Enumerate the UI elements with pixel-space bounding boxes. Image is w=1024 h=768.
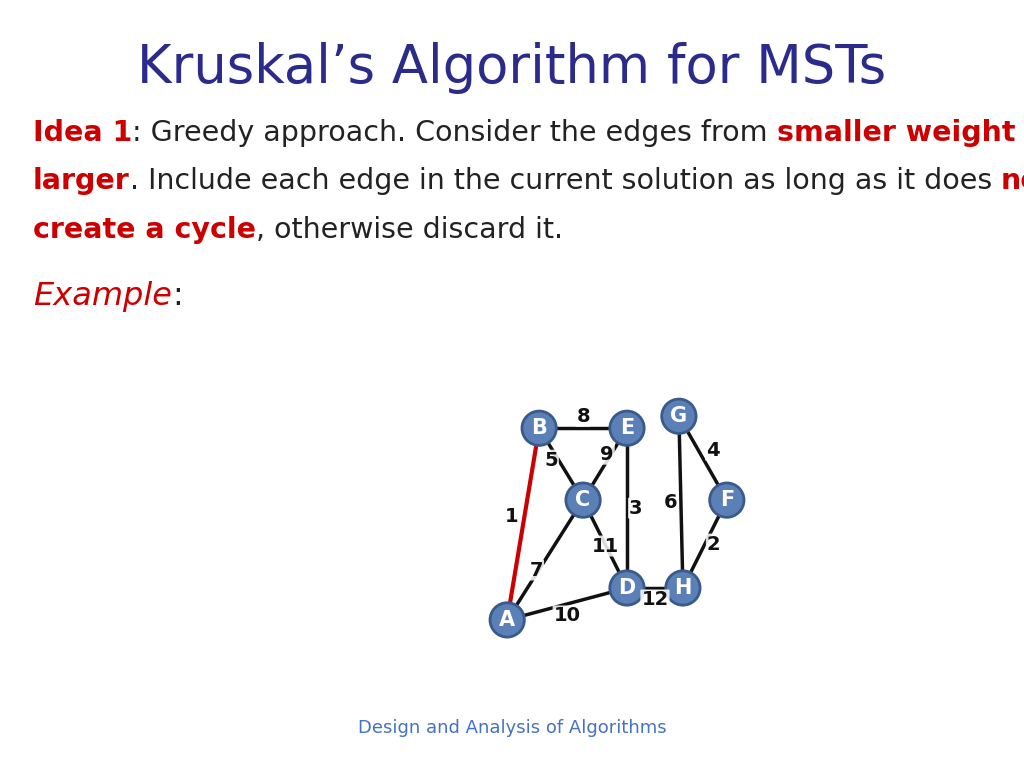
- Text: H: H: [674, 578, 691, 598]
- Text: 4: 4: [706, 441, 720, 460]
- Circle shape: [610, 411, 644, 445]
- Text: 5: 5: [545, 451, 558, 470]
- Text: not: not: [1000, 167, 1024, 195]
- Text: 10: 10: [554, 607, 581, 625]
- Text: F: F: [720, 490, 734, 510]
- Circle shape: [490, 603, 524, 637]
- Circle shape: [710, 483, 744, 518]
- Circle shape: [522, 411, 556, 445]
- Text: A: A: [499, 610, 515, 630]
- Text: D: D: [618, 578, 636, 598]
- Text: . Include each edge in the current solution as long as it does: . Include each edge in the current solut…: [129, 167, 1000, 195]
- Text: 11: 11: [592, 537, 618, 555]
- Text: C: C: [575, 490, 591, 510]
- Text: larger: larger: [33, 167, 129, 195]
- Circle shape: [666, 571, 700, 605]
- Text: 12: 12: [641, 591, 669, 610]
- Text: :: :: [172, 281, 182, 312]
- Text: B: B: [531, 419, 547, 439]
- Text: 6: 6: [665, 492, 678, 511]
- Text: E: E: [620, 419, 634, 439]
- Circle shape: [662, 399, 696, 433]
- Text: 1: 1: [505, 507, 518, 525]
- Text: Kruskal’s Algorithm for MSTs: Kruskal’s Algorithm for MSTs: [137, 42, 887, 94]
- Text: 8: 8: [577, 407, 590, 425]
- Circle shape: [566, 483, 600, 518]
- Circle shape: [610, 571, 644, 605]
- Text: 3: 3: [629, 498, 642, 518]
- Text: create a cycle: create a cycle: [33, 216, 256, 243]
- Text: 7: 7: [529, 561, 543, 580]
- Text: Idea 1: Idea 1: [33, 119, 132, 147]
- Text: G: G: [671, 406, 687, 426]
- Text: : Greedy approach. Consider the edges from: : Greedy approach. Consider the edges fr…: [132, 119, 776, 147]
- Text: , otherwise discard it.: , otherwise discard it.: [256, 216, 563, 243]
- Text: Example: Example: [33, 281, 172, 312]
- Text: Design and Analysis of Algorithms: Design and Analysis of Algorithms: [357, 720, 667, 737]
- Text: smaller weight to: smaller weight to: [776, 119, 1024, 147]
- Text: 2: 2: [707, 535, 721, 554]
- Text: 9: 9: [600, 445, 613, 464]
